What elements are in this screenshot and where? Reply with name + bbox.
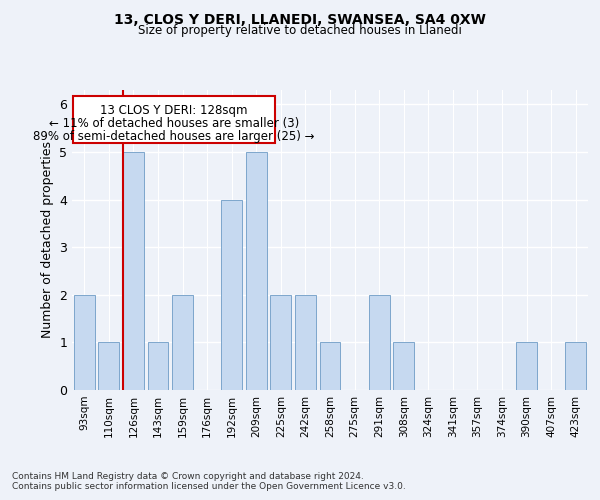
Text: 13 CLOS Y DERI: 128sqm: 13 CLOS Y DERI: 128sqm [100, 104, 248, 118]
Bar [295, 295, 316, 390]
Text: Contains public sector information licensed under the Open Government Licence v3: Contains public sector information licen… [12, 482, 406, 491]
Text: Contains HM Land Registry data © Crown copyright and database right 2024.: Contains HM Land Registry data © Crown c… [12, 472, 364, 481]
Bar [368, 295, 389, 390]
Bar [172, 295, 193, 390]
Bar [246, 152, 267, 390]
Text: 89% of semi-detached houses are larger (25) →: 89% of semi-detached houses are larger (… [33, 130, 315, 143]
Bar [123, 152, 144, 390]
Bar [320, 342, 340, 390]
Bar [221, 200, 242, 390]
Bar [393, 342, 414, 390]
Text: Size of property relative to detached houses in Llanedi: Size of property relative to detached ho… [138, 24, 462, 37]
Y-axis label: Number of detached properties: Number of detached properties [41, 142, 53, 338]
Bar [271, 295, 292, 390]
Text: ← 11% of detached houses are smaller (3): ← 11% of detached houses are smaller (3) [49, 117, 299, 130]
Bar [74, 295, 95, 390]
Bar [516, 342, 537, 390]
FancyBboxPatch shape [73, 96, 275, 144]
Bar [148, 342, 169, 390]
Bar [98, 342, 119, 390]
Text: 13, CLOS Y DERI, LLANEDI, SWANSEA, SA4 0XW: 13, CLOS Y DERI, LLANEDI, SWANSEA, SA4 0… [114, 12, 486, 26]
Bar [565, 342, 586, 390]
